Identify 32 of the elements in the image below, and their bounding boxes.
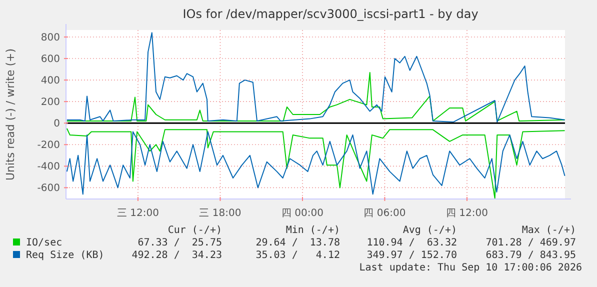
y-tick-label: 400 [40, 76, 60, 87]
line-series [66, 72, 566, 122]
text: Max (-/+) [522, 225, 576, 236]
text: 29.64 / 13.78 [256, 238, 340, 248]
y-tick-label: -200 [37, 140, 60, 152]
y-tick-label: 0 [54, 118, 60, 130]
y-tick-label: -400 [37, 162, 60, 173]
legend-label: IO/sec [26, 238, 62, 248]
chart-title: IOs for /dev/mapper/scv3000_iscsi-part1 - by day [182, 7, 478, 21]
text: 701.28 / 469.97 [486, 238, 576, 248]
y-tick-label: 800 [40, 32, 60, 44]
y-axis-title: Units read (-) / write (+) [4, 48, 17, 181]
legend-label: Req Size (KB) [26, 250, 104, 261]
text: 35.03 / 4.12 [256, 250, 340, 261]
text: 492.28 / 34.23 [132, 250, 222, 261]
text: 349.97 / 152.70 [366, 250, 457, 261]
line-series [66, 32, 566, 123]
text: 67.33 / 25.75 [138, 238, 222, 248]
y-tick-label: 200 [40, 97, 60, 108]
x-tick-label: 四 12:00 [446, 208, 488, 219]
y-tick-label: -600 [37, 183, 60, 194]
x-tick-label: 三 12:00 [116, 208, 159, 219]
text: Last update: Thu Sep 10 17:00:06 2026 [359, 262, 582, 274]
text: Cur (-/+) [168, 225, 222, 236]
text: 110.94 / 63.32 [366, 238, 457, 248]
y-tick-label: 600 [40, 54, 60, 66]
text: Avg (-/+) [402, 225, 457, 236]
x-tick-label: 四 06:00 [364, 208, 406, 219]
x-tick-label: 四 00:00 [281, 208, 324, 219]
text: 683.79 / 843.95 [486, 250, 576, 261]
text: Min (-/+) [286, 225, 340, 236]
x-tick-label: 三 18:00 [199, 208, 242, 219]
